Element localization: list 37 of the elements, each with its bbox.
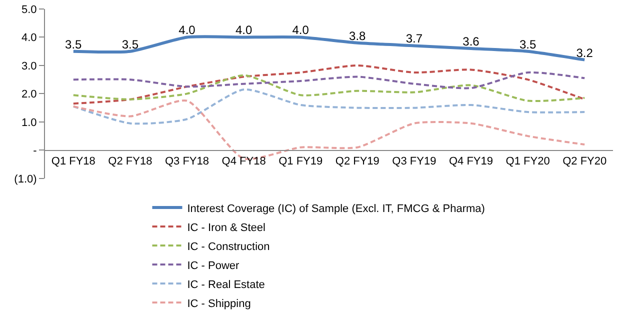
x-tick-label: Q1 FY20: [506, 155, 550, 168]
data-label: 3.2: [576, 46, 594, 60]
legend-label: IC - Construction: [187, 240, 270, 253]
legend-label: IC - Real Estate: [187, 278, 265, 291]
legend-label: IC - Shipping: [187, 298, 251, 310]
x-tick-label: Q4 FY19: [448, 155, 494, 168]
data-label: 3.7: [406, 32, 423, 46]
y-tick-label: 5.0: [22, 4, 37, 16]
data-label: 4.0: [292, 23, 310, 38]
y-tick-label: -: [33, 145, 38, 158]
line-series: [72, 88, 586, 125]
x-tick-label: Q2 FY20: [562, 155, 607, 168]
x-tick-label: Q2 FY18: [108, 155, 152, 168]
y-tick-label: 2.0: [22, 88, 37, 101]
line-series: [72, 64, 586, 105]
line-series: [72, 74, 586, 102]
x-tick-label: Q2 FY19: [335, 155, 380, 168]
data-label: 3.5: [519, 37, 536, 52]
x-tick-label: Q3 FY19: [392, 155, 436, 168]
data-label: 4.0: [178, 23, 196, 38]
data-label: 3.6: [462, 34, 480, 49]
data-label: 3.8: [349, 28, 366, 43]
y-tick-label: 3.0: [22, 60, 37, 72]
y-tick-label: (1.0): [14, 173, 37, 186]
legend-label: IC - Iron & Steel: [187, 222, 266, 234]
data-label: 3.5: [65, 37, 82, 52]
data-label: 3.5: [122, 37, 139, 52]
legend-label: IC - Power: [187, 260, 240, 272]
legend-label: Interest Coverage (IC) of Sample (Excl. IT, FMCG & Pharma): [187, 202, 485, 215]
x-tick-label: Q1 FY19: [278, 155, 323, 168]
x-tick-label: Q4 FY18: [222, 155, 266, 168]
x-tick-label: Q1 FY18: [51, 155, 96, 168]
data-label: 4.0: [235, 23, 252, 38]
x-tick-label: Q3 FY18: [164, 155, 210, 168]
line-series: [72, 71, 586, 90]
y-tick-label: 1.0: [22, 116, 37, 129]
y-tick-label: 4.0: [22, 32, 37, 44]
